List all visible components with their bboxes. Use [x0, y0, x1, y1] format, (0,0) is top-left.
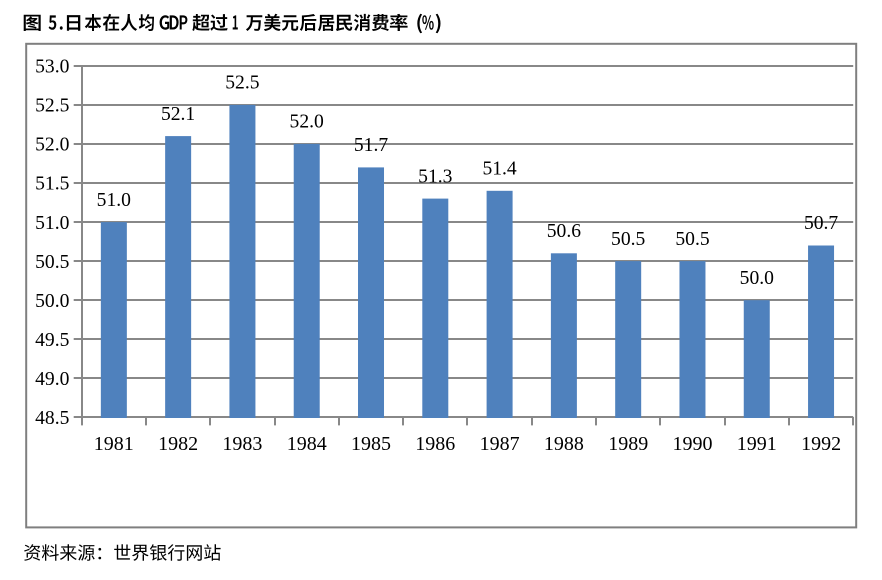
svg-text:51.3: 51.3: [418, 166, 452, 187]
svg-text:1990: 1990: [673, 433, 713, 455]
svg-text:1992: 1992: [801, 433, 841, 455]
svg-text:51.5: 51.5: [35, 174, 69, 195]
svg-text:50.5: 50.5: [35, 252, 69, 273]
svg-text:52.5: 52.5: [35, 96, 69, 117]
svg-text:1988: 1988: [544, 433, 584, 455]
svg-text:52.5: 52.5: [225, 73, 259, 94]
svg-text:52.0: 52.0: [35, 135, 69, 156]
svg-text:1989: 1989: [608, 433, 648, 455]
svg-text:1984: 1984: [287, 433, 327, 455]
svg-text:53.0: 53.0: [35, 57, 69, 78]
svg-text:1982: 1982: [158, 433, 198, 455]
svg-text:52.1: 52.1: [161, 104, 195, 125]
svg-text:50.5: 50.5: [675, 229, 709, 250]
svg-text:51.0: 51.0: [35, 213, 69, 234]
svg-text:50.6: 50.6: [547, 221, 581, 242]
svg-text:1991: 1991: [737, 433, 777, 455]
svg-text:51.0: 51.0: [97, 190, 131, 211]
svg-text:51.7: 51.7: [354, 135, 388, 156]
svg-text:50.0: 50.0: [740, 268, 774, 289]
svg-text:50.0: 50.0: [35, 291, 69, 312]
svg-text:51.4: 51.4: [482, 159, 516, 180]
svg-text:1983: 1983: [222, 433, 262, 455]
svg-text:50.5: 50.5: [611, 229, 645, 250]
svg-text:1981: 1981: [94, 433, 134, 455]
svg-text:1986: 1986: [415, 433, 455, 455]
svg-text:49.0: 49.0: [35, 369, 69, 390]
svg-text:48.5: 48.5: [35, 408, 69, 429]
svg-text:1985: 1985: [351, 433, 391, 455]
svg-text:50.7: 50.7: [804, 213, 838, 234]
svg-text:1987: 1987: [480, 433, 520, 455]
svg-text:49.5: 49.5: [35, 330, 69, 351]
svg-text:52.0: 52.0: [290, 112, 324, 133]
